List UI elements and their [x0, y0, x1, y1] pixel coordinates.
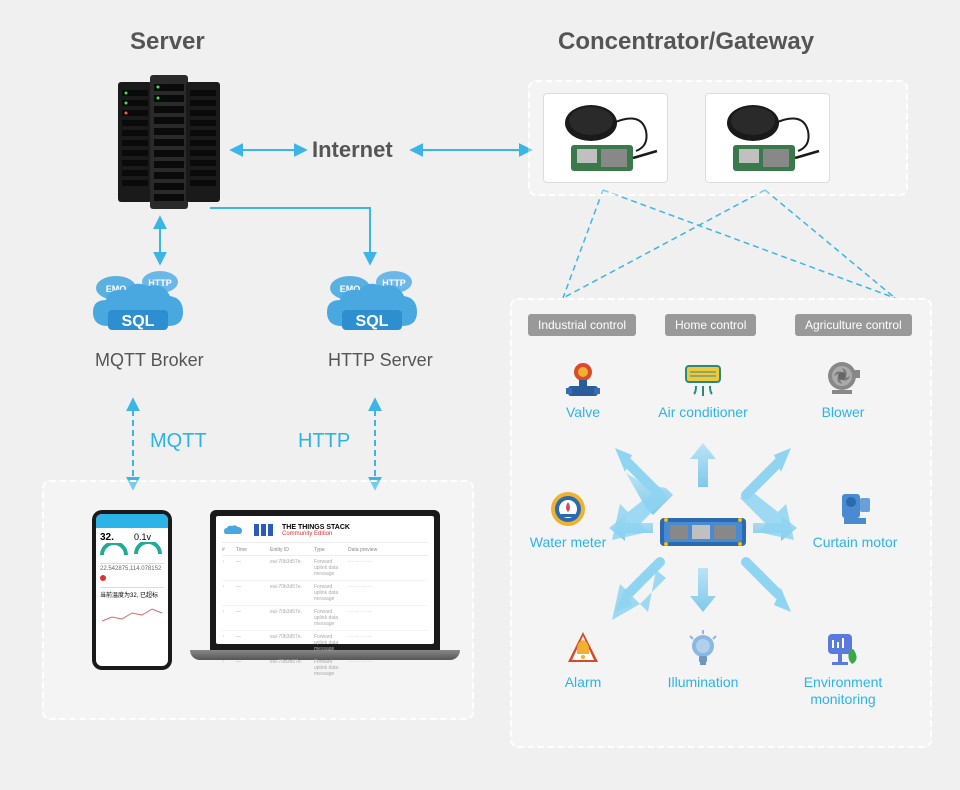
- tag-agriculture: Agriculture control: [795, 314, 912, 336]
- smartphone-icon: 32. 0.1v 22.542875,114.078152 当前温度为32, 已…: [92, 510, 172, 670]
- device-environment: Environmentmonitoring: [788, 628, 898, 708]
- center-chip-icon: [658, 510, 748, 559]
- device-valve: Valve: [528, 358, 638, 421]
- svg-text:SQL: SQL: [356, 313, 389, 330]
- mqtt-broker-label: MQTT Broker: [95, 350, 204, 371]
- mqtt-label: MQTT: [150, 430, 207, 453]
- http-cloud-icon: HTTP EMQ SQL: [322, 268, 412, 333]
- server-title: Server: [130, 28, 205, 56]
- device-water-meter: Water meter: [513, 488, 623, 551]
- http-server-label: HTTP Server: [328, 350, 433, 371]
- device-curtain-motor: Curtain motor: [800, 488, 910, 551]
- gateway-module-1: [543, 93, 668, 183]
- tag-home: Home control: [665, 314, 756, 336]
- device-alarm: Alarm: [528, 628, 638, 691]
- http-label: HTTP: [298, 430, 350, 453]
- tag-industrial: Industrial control: [528, 314, 636, 336]
- gateway-module-2: [705, 93, 830, 183]
- mqtt-cloud-icon: HTTP EMQ SQL: [88, 268, 178, 333]
- laptop-icon: THE THINGS STACK Community Edition #Time…: [190, 510, 460, 680]
- laptop-subtitle: Community Edition: [282, 531, 350, 537]
- device-blower: Blower: [788, 358, 898, 421]
- server-rack-icon: [108, 70, 228, 220]
- gateway-title: Concentrator/Gateway: [558, 28, 814, 56]
- device-ac: Air conditioner: [648, 358, 758, 421]
- svg-text:SQL: SQL: [122, 313, 155, 330]
- device-illumination: Illumination: [648, 628, 758, 691]
- laptop-title: THE THINGS STACK: [282, 524, 350, 531]
- internet-label: Internet: [312, 137, 393, 163]
